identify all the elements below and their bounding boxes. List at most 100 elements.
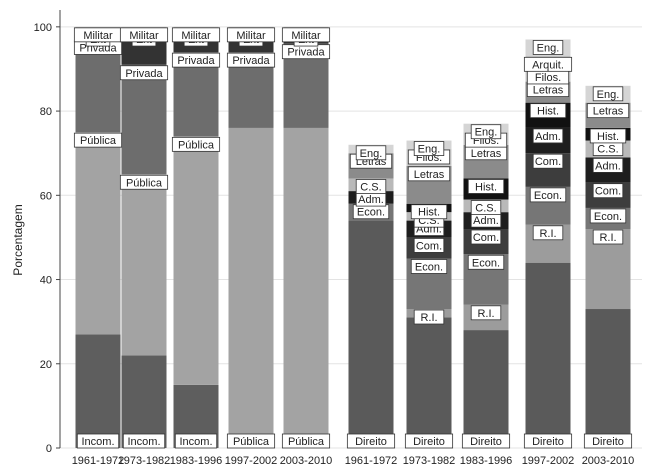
segment-label: Direito <box>355 436 387 448</box>
segment-label: Com. <box>535 156 561 168</box>
segment-label-box <box>532 225 564 241</box>
segment-label-box <box>532 153 564 169</box>
segment-label: Econ. <box>534 190 562 202</box>
segment-label-box <box>171 52 221 68</box>
segment-label: Arquit. <box>532 59 564 71</box>
segment-label: Econ. <box>594 211 622 223</box>
bar-segment <box>406 317 452 448</box>
segment-label-box <box>226 433 276 449</box>
segment-label-box <box>171 27 221 43</box>
bar-segment <box>348 220 394 448</box>
segment-label-box <box>410 259 448 274</box>
segment-label-box <box>413 309 445 325</box>
segment-label-box <box>119 174 169 190</box>
segment-label-box <box>404 433 454 449</box>
segment-label: Direito <box>532 436 564 448</box>
bar-segment <box>463 330 509 448</box>
segment-label-box <box>355 145 387 161</box>
segment-label-box <box>467 254 505 270</box>
segment-label: Econ. <box>357 207 385 219</box>
segment-label: Direito <box>413 436 445 448</box>
segment-label: Militar <box>181 30 211 42</box>
segment-label: Com. <box>473 232 499 244</box>
segment-label: Eng. <box>537 42 560 54</box>
segment-label: Privada <box>177 55 215 67</box>
segment-label: C.S. <box>475 203 496 215</box>
bar-segment <box>173 136 219 385</box>
y-tick-label: 100 <box>34 22 52 34</box>
y-tick-label: 80 <box>40 106 52 118</box>
segment-label: Adm. <box>358 194 384 206</box>
segment-label-box <box>76 433 120 449</box>
segment-label: Pública <box>80 135 117 147</box>
segment-label: Eng. <box>360 148 383 160</box>
bar-segment <box>75 334 121 448</box>
segment-label: C.S. <box>597 144 618 156</box>
x-tick-label: 2003-2010 <box>582 455 635 467</box>
y-tick-label: 60 <box>40 190 52 202</box>
segment-label: R.I. <box>599 232 616 244</box>
bar-segment <box>75 39 121 133</box>
segment-label-box <box>174 433 218 449</box>
segment-label-box <box>589 208 627 224</box>
segment-label: Letras <box>471 148 502 160</box>
segment-label-box <box>410 204 448 220</box>
segment-label: Militar <box>236 30 266 42</box>
segment-label: Econ. <box>415 261 443 273</box>
segment-label: Incom. <box>127 436 160 448</box>
segment-label-box <box>523 433 573 449</box>
segment-label: Hist. <box>597 131 619 143</box>
segment-label: Adm. <box>535 131 561 143</box>
bar-segment <box>228 127 274 448</box>
segment-label-box <box>532 40 564 55</box>
segment-label: Incom. <box>179 436 212 448</box>
segment-label: Eng. <box>597 89 620 101</box>
segment-label-box <box>470 229 502 245</box>
segment-label: Privada <box>287 47 325 59</box>
x-tick-label: 2003-2010 <box>280 455 333 467</box>
segment-label-box <box>592 229 624 245</box>
segment-label: Militar <box>83 30 113 42</box>
y-tick-label: 20 <box>40 359 52 371</box>
bar-segment <box>121 355 167 448</box>
bar-segment <box>121 64 167 175</box>
segment-label: Hist. <box>418 207 440 219</box>
y-axis-label: Porcentagem <box>11 204 25 275</box>
segment-label: Privada <box>232 55 270 67</box>
segment-label-box <box>470 124 502 140</box>
segment-label-box <box>122 433 166 449</box>
segment-label-box <box>523 56 573 72</box>
segment-label-box <box>467 179 505 194</box>
segment-label-box <box>592 158 624 173</box>
segment-label-box <box>281 27 331 43</box>
segment-label-box <box>346 433 396 449</box>
segment-label: Filos. <box>535 72 561 84</box>
segment-label: Pública <box>233 436 270 448</box>
x-tick-label: 1997-2002 <box>225 455 278 467</box>
segment-label: Pública <box>288 436 325 448</box>
segment-label-box <box>470 200 502 215</box>
segment-label: Letras <box>593 106 624 118</box>
bar-segment <box>585 309 631 448</box>
bar-segment <box>525 262 571 448</box>
segment-label-box <box>470 305 502 321</box>
segment-label: R.I. <box>477 308 494 320</box>
segment-label: Privada <box>125 68 163 80</box>
segment-labels: Incom.PúblicaPrivadaExtMilitarIncom.Públ… <box>73 27 633 449</box>
segment-label-box <box>529 103 567 119</box>
segment-label: Econ. <box>472 257 500 269</box>
x-tick-label: 1961-1972 <box>345 455 398 467</box>
segment-label: Com. <box>416 240 442 252</box>
segment-label-box <box>119 65 169 81</box>
segment-label: R.I. <box>539 228 556 240</box>
segment-label: Pública <box>126 177 163 189</box>
segment-label: Militar <box>129 30 159 42</box>
segment-label: Adm. <box>595 160 621 172</box>
segment-label: Eng. <box>475 127 498 139</box>
segment-label: Direito <box>592 436 624 448</box>
x-tick-label: 1983-1996 <box>170 455 223 467</box>
segment-label: Militar <box>291 30 321 42</box>
segment-label: R.I. <box>420 312 437 324</box>
